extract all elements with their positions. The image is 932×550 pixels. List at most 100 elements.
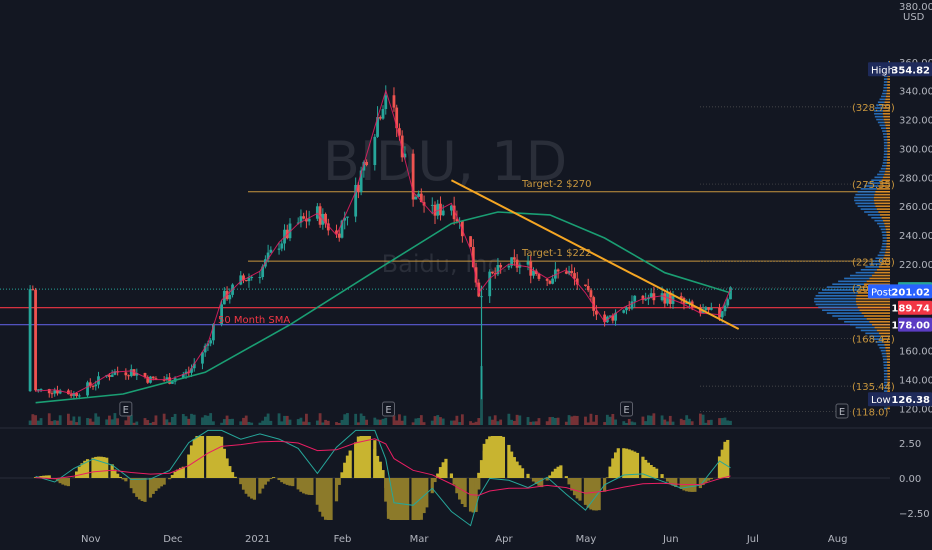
volume-bar — [220, 422, 224, 425]
volume-profile-bar-down — [882, 338, 890, 340]
volume-bar — [707, 420, 710, 425]
candle-body — [359, 170, 363, 193]
volume-bar — [359, 413, 363, 425]
x-tick: Jul — [746, 534, 759, 545]
volume-profile-bar-down — [885, 228, 890, 231]
volume-profile-bar-down — [881, 179, 890, 182]
volume-bar — [614, 419, 617, 425]
macd-histogram-bar — [77, 466, 81, 478]
volume-profile-bar-down — [887, 84, 890, 86]
volume-bar — [392, 415, 396, 425]
price-tick: 140.00 — [899, 376, 932, 387]
volume-profile-bar-up — [855, 202, 875, 205]
volume-bar — [296, 419, 300, 425]
candle-body — [86, 382, 89, 396]
volume-profile-bar-up — [822, 289, 860, 291]
macd-histogram-bar — [176, 469, 180, 478]
macd-histogram-bar — [42, 475, 46, 478]
volume-bar — [649, 415, 653, 425]
volume-bar — [625, 422, 628, 425]
volume-bar — [698, 413, 702, 425]
volume-bar — [28, 420, 32, 425]
macd-histogram-bar — [220, 436, 224, 478]
macd-histogram-bar — [343, 462, 347, 478]
volume-profile-bar-up — [875, 257, 884, 260]
volume-profile-bar-up — [875, 341, 884, 343]
candle-body — [129, 369, 133, 377]
volume-profile-bar-down — [886, 92, 890, 95]
volume-profile-bar-down — [887, 378, 890, 381]
volume-bar — [184, 416, 188, 425]
volume-bar — [556, 417, 560, 425]
candle-body — [288, 223, 292, 239]
macd-histogram-bar — [378, 466, 382, 478]
x-tick: May — [576, 534, 597, 545]
volume-profile-bar-down — [886, 245, 890, 248]
macd-histogram-bar — [299, 478, 303, 492]
candle-body — [589, 290, 593, 298]
macd-histogram-bar — [416, 478, 421, 520]
macd-histogram-bar — [449, 473, 454, 478]
macd-histogram-bar — [206, 436, 210, 478]
volume-bar — [58, 415, 62, 425]
candle-body — [203, 345, 207, 353]
volume-bar — [608, 416, 612, 425]
vp-level-label: (118.0) — [852, 407, 889, 418]
volume-profile-bar-down — [878, 185, 890, 187]
volume-profile-bar-up — [877, 101, 885, 104]
volume-bar — [679, 418, 683, 425]
macd-histogram-bar — [655, 468, 659, 478]
earnings-marker: E — [839, 407, 845, 418]
candle-body — [258, 277, 262, 279]
volume-bar — [250, 422, 254, 425]
volume-profile-bar-up — [874, 107, 884, 109]
macd-histogram-bar — [102, 457, 106, 478]
volume-profile-bar-up — [883, 136, 888, 138]
candle-body — [31, 289, 35, 291]
candle-body — [625, 307, 628, 311]
price-badge-value: 178.00 — [891, 321, 930, 332]
candle-body — [488, 271, 492, 297]
candle-body — [512, 257, 516, 260]
candle-body — [679, 296, 683, 299]
macd-histogram-bar — [140, 478, 144, 502]
macd-histogram-bar — [411, 478, 415, 520]
volume-profile-bar-down — [885, 225, 890, 228]
macd-histogram-bar — [551, 471, 555, 478]
volume-profile-bar-down — [883, 257, 890, 260]
candle-body — [477, 282, 481, 297]
volume-profile-bar-down — [869, 277, 890, 280]
macd-histogram-bar — [233, 476, 237, 478]
macd-histogram-bar — [225, 458, 229, 478]
volume-profile-bar-down — [886, 231, 890, 234]
volume-profile-bar-up — [865, 266, 879, 268]
price-badge — [868, 62, 932, 77]
volume-bar — [709, 419, 713, 425]
macd-histogram-bar — [222, 448, 226, 478]
macd-histogram-bar — [652, 466, 656, 478]
macd-histogram-bar — [258, 478, 262, 494]
vp-level-label: (328.79) — [852, 103, 895, 114]
macd-histogram-bar — [44, 475, 49, 478]
macd-histogram-bar — [99, 456, 103, 478]
volume-profile-bar-up — [826, 312, 862, 314]
volume-bar — [439, 417, 442, 425]
volume-profile-bar-up — [876, 118, 884, 121]
volume-profile-bar-up — [883, 387, 888, 390]
macd-histogram-bar — [433, 478, 437, 483]
candle-body — [110, 374, 114, 377]
volume-profile-bar-down — [885, 349, 890, 352]
volume-bar — [488, 416, 492, 425]
macd-histogram-bar — [110, 464, 114, 478]
macd-histogram-bar — [616, 448, 620, 478]
x-tick: Feb — [334, 534, 352, 545]
volume-bar — [493, 415, 497, 425]
candle-body — [58, 390, 62, 394]
candle-body — [723, 305, 727, 312]
macd-histogram-bar — [717, 456, 722, 478]
candle-body — [595, 310, 598, 315]
macd-histogram-bar — [559, 465, 563, 478]
candle-body — [608, 315, 612, 317]
volume-bar — [127, 416, 130, 425]
